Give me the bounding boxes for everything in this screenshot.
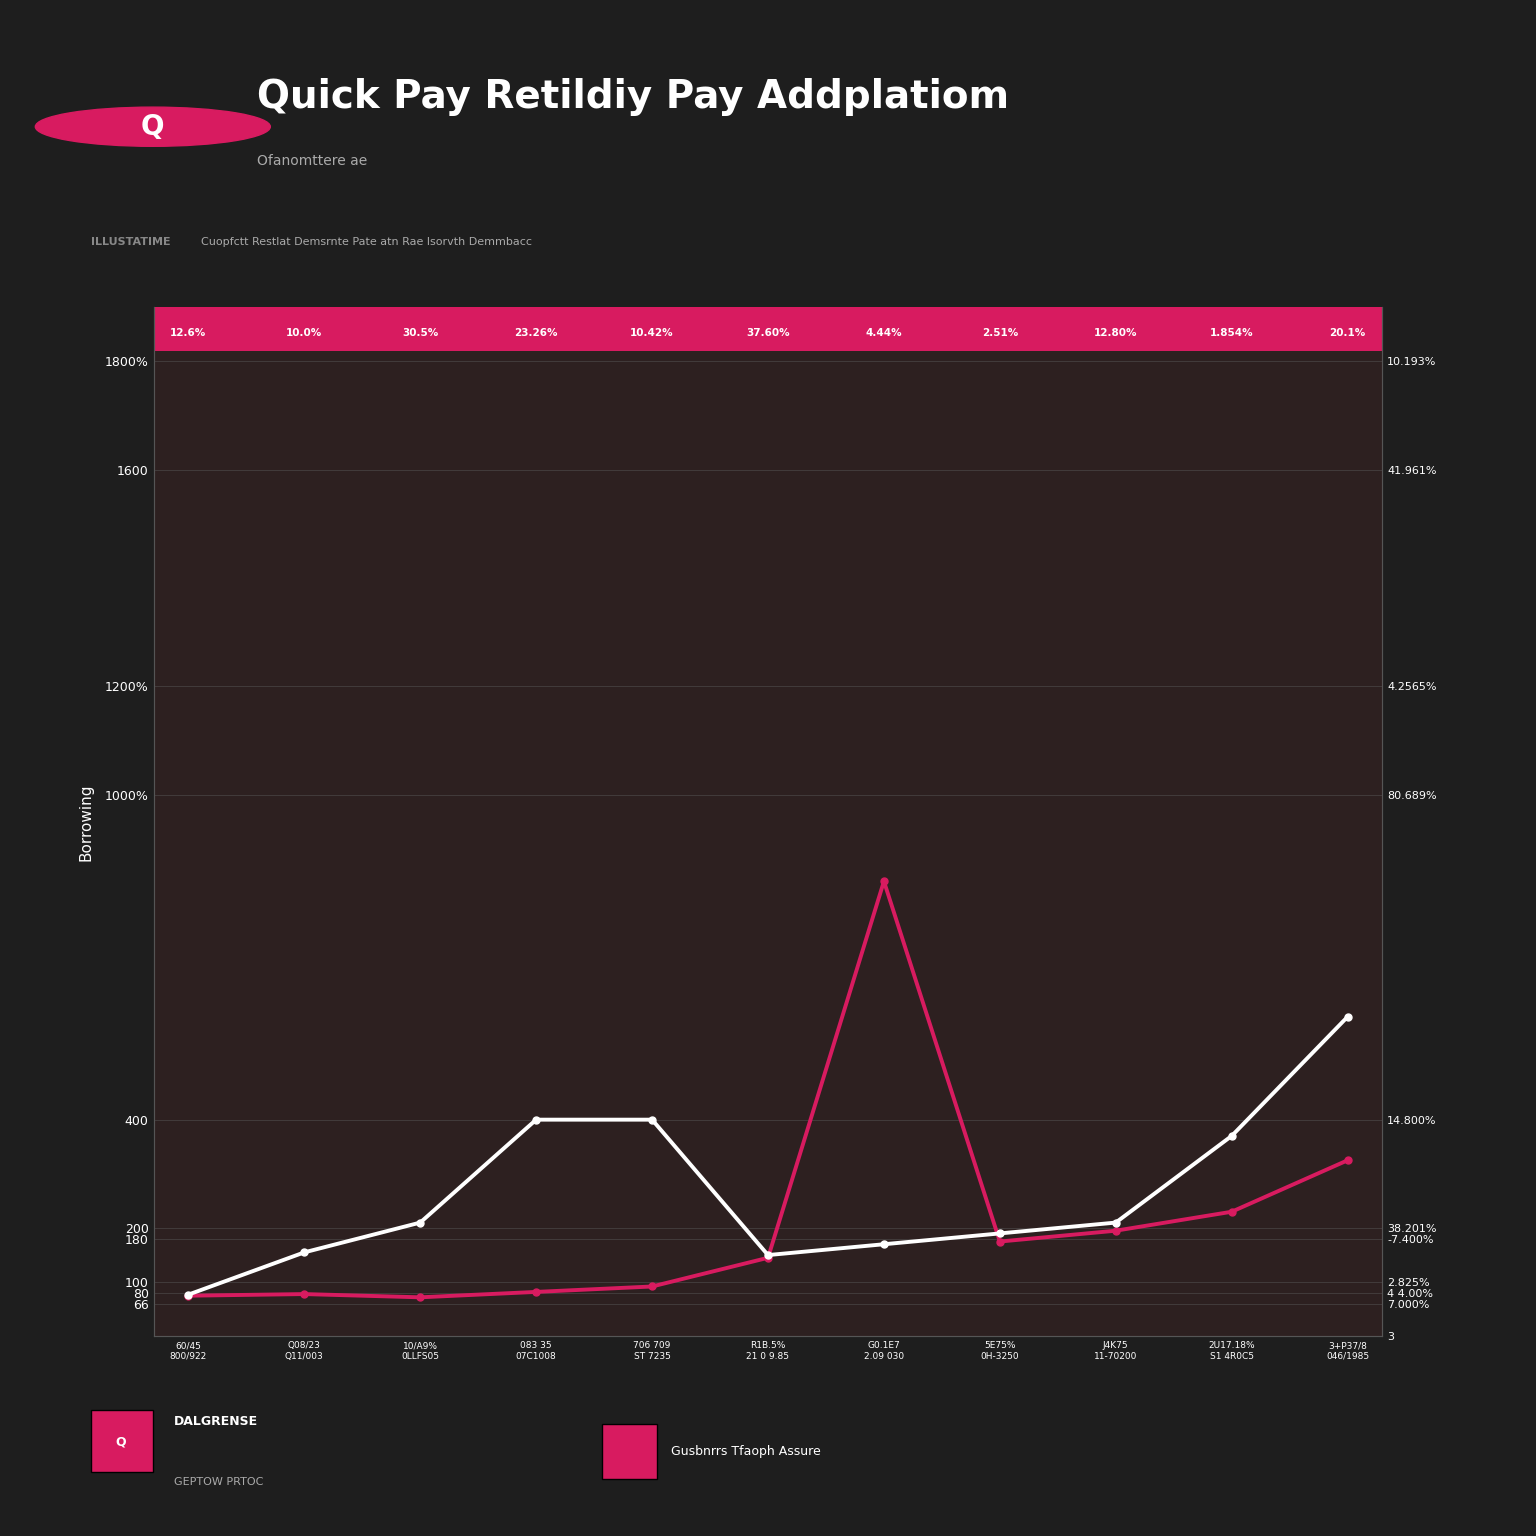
Text: 10.0%: 10.0% — [286, 329, 323, 338]
Text: 2.51%: 2.51% — [982, 329, 1018, 338]
Text: 4.44%: 4.44% — [866, 329, 902, 338]
Text: ILLUSTATIME: ILLUSTATIME — [91, 237, 170, 247]
Text: GEPTOW PRTOC: GEPTOW PRTOC — [174, 1478, 263, 1487]
Text: Quick Pay Retildiy Pay Addplatiom: Quick Pay Retildiy Pay Addplatiom — [257, 78, 1009, 115]
Text: Q: Q — [115, 1435, 126, 1448]
FancyBboxPatch shape — [602, 1424, 657, 1479]
FancyBboxPatch shape — [91, 1410, 154, 1471]
Text: 20.1%: 20.1% — [1330, 329, 1366, 338]
Text: 12.6%: 12.6% — [170, 329, 206, 338]
Bar — [154, 307, 1382, 350]
Text: 37.60%: 37.60% — [746, 329, 790, 338]
Text: Cuopfctt Restlat Demsrnte Pate atn Rae lsorvth Demmbacc: Cuopfctt Restlat Demsrnte Pate atn Rae l… — [201, 237, 531, 247]
Y-axis label: Borrowing: Borrowing — [78, 783, 94, 860]
Text: 1.854%: 1.854% — [1210, 329, 1253, 338]
Text: DALGRENSE: DALGRENSE — [174, 1415, 258, 1427]
Text: 23.26%: 23.26% — [515, 329, 558, 338]
Circle shape — [35, 108, 270, 146]
Text: 12.80%: 12.80% — [1094, 329, 1138, 338]
Text: Ofanomttere ae: Ofanomttere ae — [257, 154, 367, 169]
Text: Gusbnrrs Tfaoph Assure: Gusbnrrs Tfaoph Assure — [671, 1445, 820, 1458]
Text: Q: Q — [141, 112, 164, 141]
Text: 10.42%: 10.42% — [630, 329, 674, 338]
Text: 30.5%: 30.5% — [402, 329, 438, 338]
